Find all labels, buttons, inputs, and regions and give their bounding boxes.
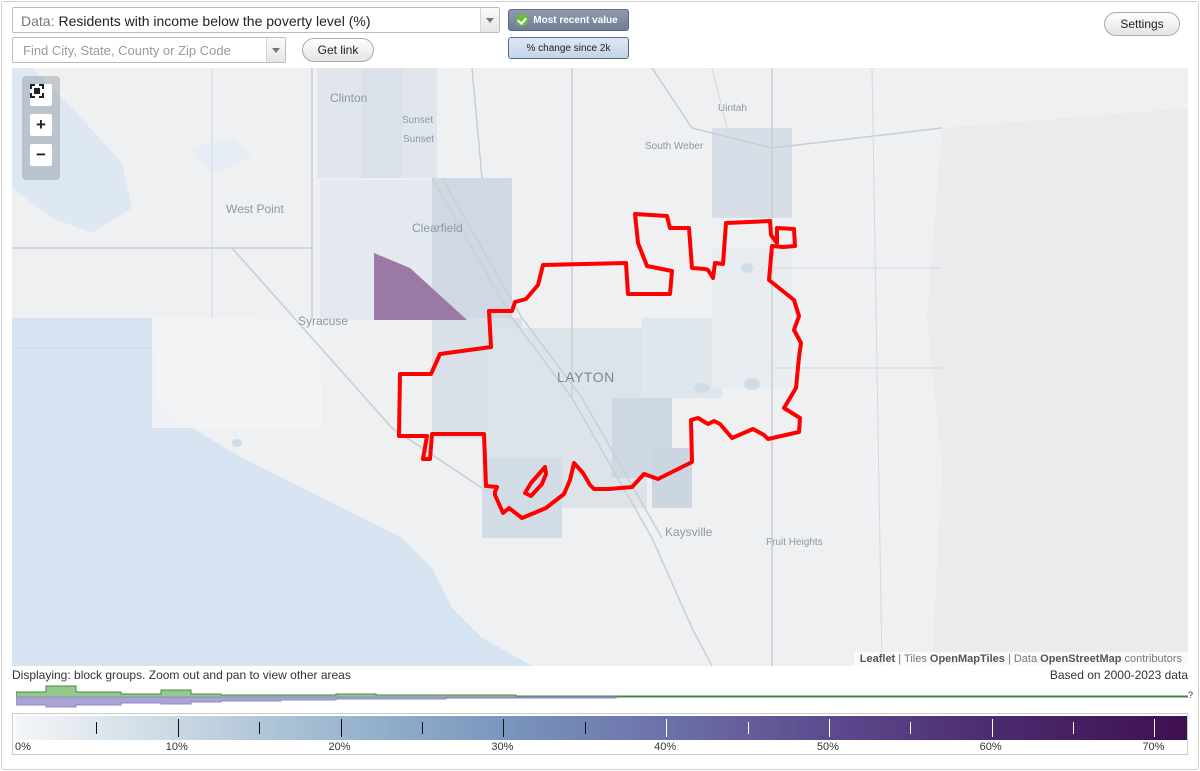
legend-tick [584, 722, 586, 734]
legend-tick-label: 50% [816, 741, 839, 753]
label-sunset-1: Sunset [402, 115, 434, 126]
legend-gradient [15, 716, 1187, 740]
high-poverty-block [374, 253, 467, 320]
attribution-contrib: contributors [1124, 653, 1182, 665]
data-select[interactable]: Data: Residents with income below the pov… [12, 7, 500, 33]
chevron-down-icon[interactable] [480, 8, 499, 32]
fullscreen-button[interactable] [30, 84, 52, 106]
map-view[interactable]: Clinton Sunset Sunset Uintah South Weber… [12, 68, 1188, 666]
legend-tick [666, 719, 668, 737]
legend-tick [828, 719, 830, 737]
legend-tick [503, 719, 505, 737]
legend-tick-label: 20% [328, 741, 351, 753]
legend-tick [1073, 722, 1075, 734]
location-search[interactable] [12, 37, 286, 63]
map-attribution: Leaflet | Tiles OpenMapTiles | Data Open… [853, 652, 1188, 666]
legend-tick [177, 719, 179, 737]
label-clearfield: Clearfield [412, 221, 463, 235]
legend-tick [991, 719, 993, 737]
color-legend: 0% 10% 20% 30% 40% 50% 60% 70% [12, 713, 1188, 755]
data-value: Residents with income below the poverty … [58, 13, 371, 29]
map-zoom-controls: + − [22, 76, 60, 180]
lake-area [12, 318, 532, 666]
openmaptiles-link[interactable]: OpenMapTiles [929, 653, 1005, 665]
label-west-point: West Point [226, 202, 284, 216]
label-clinton: Clinton [330, 91, 368, 105]
get-link-button[interactable]: Get link [302, 38, 374, 62]
most-recent-label: Most recent value [533, 15, 618, 26]
label-kaysville: Kaysville [665, 525, 713, 539]
map-canvas [12, 68, 1188, 666]
label-uintah: Uintah [718, 103, 747, 114]
attribution-tiles-sep: | Tiles [898, 653, 927, 665]
city-boundary-outline [397, 212, 803, 520]
legend-tick [747, 722, 749, 734]
percent-change-toggle[interactable]: % change since 2k [508, 37, 629, 59]
legend-tick-label: 60% [979, 741, 1002, 753]
openstreetmap-link[interactable]: OpenStreetMap [1040, 653, 1122, 665]
label-sunset-2: Sunset [403, 134, 435, 145]
label-syracuse: Syracuse [298, 314, 349, 328]
displaying-note: Displaying: block groups. Zoom out and p… [12, 668, 351, 682]
label-layton: LAYTON [557, 369, 615, 385]
legend-tick-label: 0% [15, 741, 31, 753]
histogram-above [16, 685, 1188, 698]
most-recent-toggle[interactable]: Most recent value [508, 9, 629, 31]
road-network [12, 68, 943, 666]
histogram-below [16, 696, 617, 708]
lake-inlet [12, 68, 132, 233]
zoom-out-button[interactable]: − [30, 144, 52, 166]
legend-tick [910, 722, 912, 734]
distribution-histogram [16, 685, 1188, 708]
legend-tick [340, 719, 342, 737]
fullscreen-icon [30, 84, 44, 98]
label-south-weber: South Weber [645, 141, 704, 152]
mountain-area [927, 108, 1188, 666]
legend-tick-label: 40% [654, 741, 677, 753]
check-icon [516, 14, 528, 26]
legend-tick [421, 722, 423, 734]
attribution-data-sep: | Data [1007, 653, 1038, 665]
settings-button[interactable]: Settings [1104, 12, 1180, 36]
legend-tick [1154, 719, 1156, 737]
legend-tick [96, 722, 98, 734]
legend-tick-label: 30% [491, 741, 514, 753]
label-fruit-heights: Fruit Heights [766, 537, 823, 548]
zoom-in-button[interactable]: + [30, 114, 52, 136]
legend-tick-label: 10% [165, 741, 188, 753]
legend-tick [259, 722, 261, 734]
chevron-down-icon[interactable] [266, 38, 285, 62]
search-input[interactable] [21, 42, 265, 59]
based-on-note: Based on 2000-2023 data [1049, 668, 1188, 682]
histogram-unknown-marker: ? [1188, 690, 1194, 700]
leaflet-link[interactable]: Leaflet [859, 653, 896, 665]
data-prefix: Data: [21, 13, 55, 29]
legend-tick-label: 70% [1142, 741, 1165, 753]
